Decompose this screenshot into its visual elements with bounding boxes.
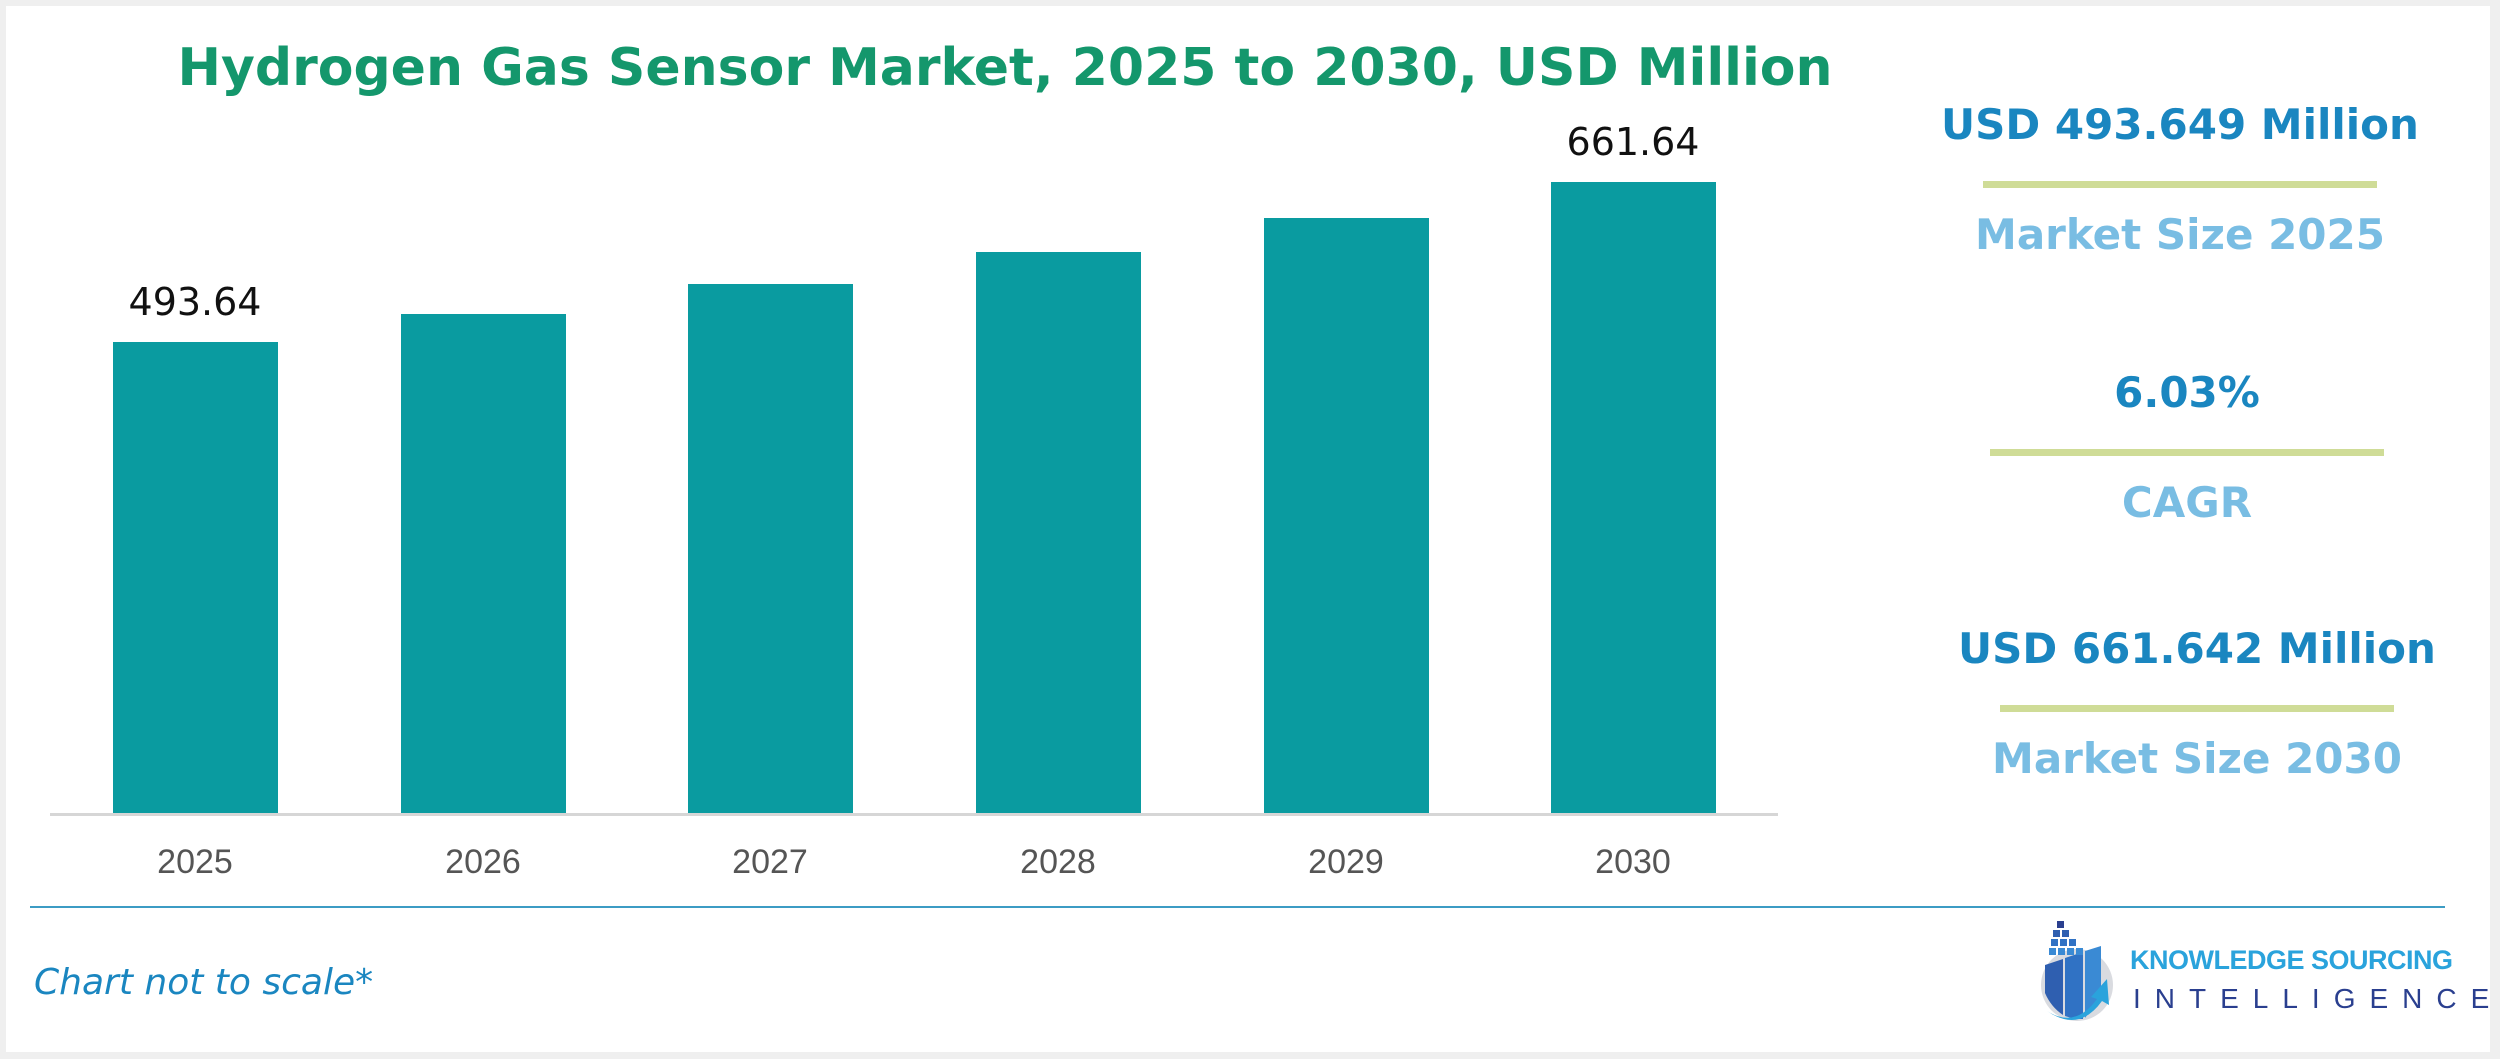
- kpi-market-size-2030: USD 661.642 Million Market Size 2030: [1897, 624, 2497, 783]
- x-tick-label: 2026: [445, 843, 521, 881]
- chart-title: Hydrogen Gas Sensor Market, 2025 to 2030…: [177, 38, 1833, 98]
- company-logo: KNOWLEDGE SOURCING INTELLIGENCE: [2035, 915, 2489, 1035]
- kpi-market-size-2025: USD 493.649 Million Market Size 2025: [1880, 100, 2480, 259]
- kpi-label: Market Size 2030: [1992, 734, 2402, 783]
- bar-2029: [1263, 217, 1429, 815]
- kpi-label: Market Size 2025: [1975, 210, 2385, 259]
- kpi-value: USD 493.649 Million: [1941, 100, 2419, 149]
- x-tick-label: 2025: [157, 843, 233, 881]
- x-tick-label: 2029: [1308, 843, 1384, 881]
- kpi-value: USD 661.642 Million: [1958, 624, 2436, 673]
- kpi-cagr: 6.03% CAGR: [1887, 368, 2487, 527]
- x-tick-label: 2030: [1595, 843, 1671, 881]
- bar-plot-area: 493.64 661.64: [50, 120, 1778, 815]
- footer-divider: [30, 906, 2445, 908]
- bar-2025: [112, 342, 278, 815]
- kpi-label: CAGR: [2121, 478, 2253, 527]
- bar-2026: [400, 313, 566, 815]
- logo-text-line1: KNOWLEDGE SOURCING: [2130, 945, 2453, 975]
- x-tick-label: 2028: [1020, 843, 1096, 881]
- kpi-divider: [1990, 449, 2384, 456]
- bar-2030: [1550, 182, 1716, 815]
- logo-text-line2: INTELLIGENCE: [2133, 983, 2500, 1014]
- kpi-value: 6.03%: [2114, 368, 2260, 417]
- bar-2027: [687, 283, 853, 815]
- kpi-divider: [2000, 705, 2394, 712]
- x-tick-label: 2027: [732, 843, 808, 881]
- logo-emblem-icon: [2041, 921, 2113, 1021]
- bar-value-label: 493.64: [128, 280, 262, 324]
- bar-value-label: 661.64: [1566, 120, 1700, 164]
- bar-2028: [975, 251, 1141, 815]
- chart-note: Chart not to scale*: [34, 962, 374, 1003]
- kpi-divider: [1983, 181, 2377, 188]
- x-axis-line: [50, 813, 1778, 816]
